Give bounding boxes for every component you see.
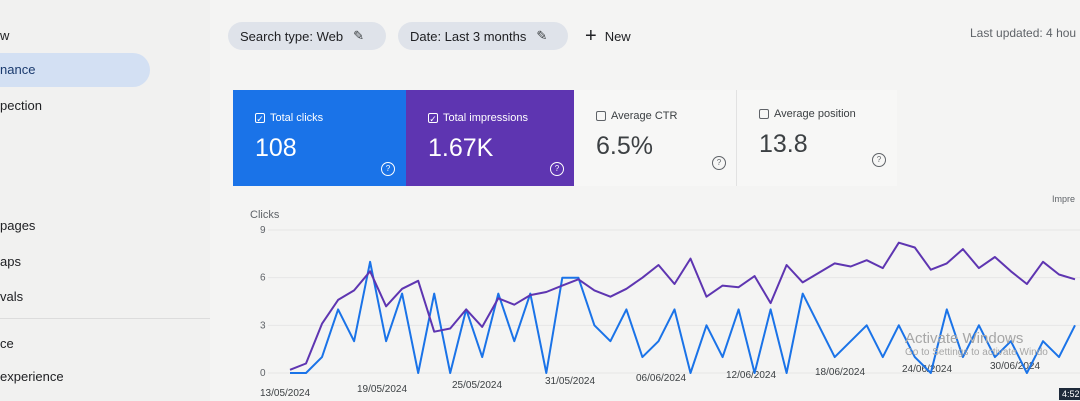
plus-icon: +: [585, 25, 597, 47]
sidebar: w nance pection pages aps vals ce experi…: [0, 0, 210, 401]
sidebar-item-overview[interactable]: w: [0, 28, 10, 43]
help-icon[interactable]: ?: [712, 156, 726, 170]
new-filter-button[interactable]: + New: [585, 24, 631, 48]
total-impressions-value: 1.67K: [428, 134, 494, 162]
taskbar-clock: 4:52: [1059, 388, 1080, 400]
average-position-label: Average position: [774, 108, 856, 120]
x-axis-label: 31/05/2024: [545, 376, 595, 387]
x-axis-label: 18/06/2024: [815, 367, 865, 378]
y-tick-label: 6: [260, 273, 266, 284]
sidebar-section-experience-header: ce: [0, 336, 14, 351]
sidebar-item-sitemaps[interactable]: aps: [0, 254, 21, 269]
average-ctr-label: Average CTR: [611, 110, 678, 122]
help-icon[interactable]: ?: [550, 162, 564, 176]
date-filter[interactable]: Date: Last 3 months ✎: [398, 22, 568, 50]
average-position-card[interactable]: Average position 13.8 ?: [737, 90, 897, 186]
sidebar-item-url-inspection[interactable]: pection: [0, 98, 42, 113]
checkbox-unchecked-icon[interactable]: [759, 109, 769, 119]
average-position-value: 13.8: [759, 130, 808, 158]
help-icon[interactable]: ?: [381, 162, 395, 176]
edit-pencil-icon: ✎: [353, 28, 364, 43]
watermark-subtitle: Go to Settings to activate Windo: [905, 347, 1048, 358]
edit-pencil-icon: ✎: [536, 28, 548, 43]
sidebar-item-label: nance: [0, 62, 36, 77]
help-icon[interactable]: ?: [872, 153, 886, 167]
checkbox-checked-icon[interactable]: ✓: [255, 113, 265, 124]
sidebar-item-pages[interactable]: pages: [0, 218, 36, 233]
watermark-title: Activate Windows: [905, 330, 1024, 347]
x-axis-label: 06/06/2024: [636, 373, 686, 384]
total-clicks-card[interactable]: ✓ Total clicks 108 ?: [233, 90, 406, 186]
y-tick-label: 9: [260, 225, 266, 236]
checkbox-checked-icon[interactable]: ✓: [428, 113, 438, 124]
total-impressions-label: Total impressions: [443, 112, 528, 124]
right-axis-title: Impre: [1052, 194, 1075, 204]
x-axis-label: 13/05/2024: [260, 388, 310, 399]
total-clicks-label: Total clicks: [270, 112, 324, 124]
x-axis-label: 25/05/2024: [452, 380, 502, 391]
x-axis-label: 30/06/2024: [990, 361, 1040, 372]
activate-windows-watermark: Activate Windows Go to Settings to activ…: [905, 330, 1048, 358]
sidebar-item-page-experience[interactable]: experience: [0, 369, 64, 384]
clicks-series-line: [290, 260, 1076, 374]
search-type-label: Search type: Web: [240, 28, 344, 44]
total-impressions-card[interactable]: ✓ Total impressions 1.67K ?: [406, 90, 574, 186]
last-updated-text: Last updated: 4 hou: [970, 26, 1077, 40]
total-clicks-value: 108: [255, 134, 297, 162]
x-axis-label: 19/05/2024: [357, 384, 407, 395]
search-type-filter[interactable]: Search type: Web ✎: [228, 22, 386, 50]
new-filter-label: New: [604, 28, 631, 44]
y-tick-label: 3: [260, 320, 266, 331]
impressions-series-line: [289, 241, 1076, 371]
date-filter-label: Date: Last 3 months: [410, 28, 527, 44]
left-axis-title: Clicks: [250, 209, 280, 221]
sidebar-item-removals[interactable]: vals: [0, 289, 24, 304]
checkbox-unchecked-icon[interactable]: [596, 111, 606, 121]
x-axis-label: 12/06/2024: [726, 370, 776, 381]
y-tick-label: 0: [260, 368, 266, 379]
average-ctr-value: 6.5%: [596, 132, 653, 160]
sidebar-item-performance[interactable]: nance: [0, 53, 150, 87]
average-ctr-card[interactable]: Average CTR 6.5% ?: [574, 90, 737, 186]
sidebar-divider: [0, 318, 210, 319]
